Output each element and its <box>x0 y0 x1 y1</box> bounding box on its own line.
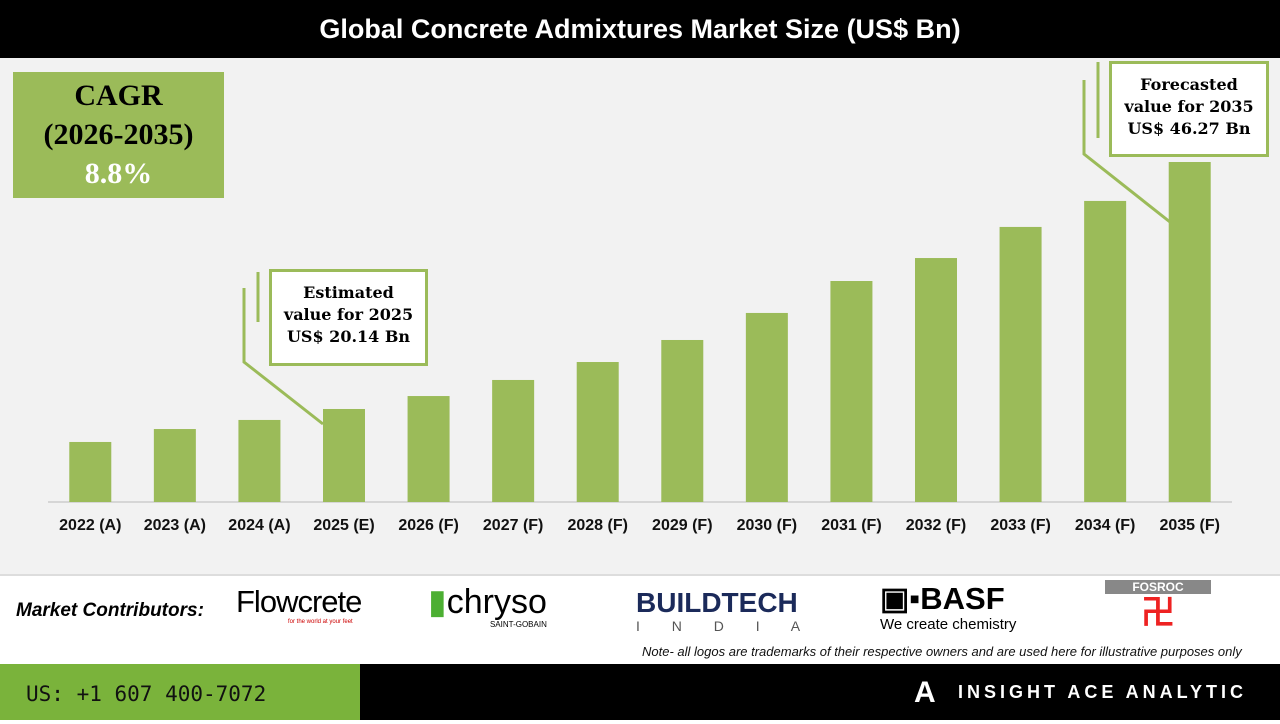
cagr-label: CAGR <box>74 79 163 112</box>
callout-leader <box>242 288 324 426</box>
cagr-value: 8.8% <box>84 157 153 190</box>
x-tick-label: 2022 (A) <box>59 517 121 534</box>
basf-logo: ▣▪BASF We create chemistry <box>880 581 1017 634</box>
x-tick-label: 2025 (E) <box>313 517 374 534</box>
callout-line: value for 2035 <box>1124 97 1254 116</box>
bar <box>915 258 957 502</box>
chart-title: Global Concrete Admixtures Market Size (… <box>0 0 1280 58</box>
x-tick-label: 2032 (F) <box>906 517 966 534</box>
insightace-logo-icon: A <box>914 676 936 709</box>
x-tick-label: 2026 (F) <box>398 517 458 534</box>
bar <box>745 312 788 502</box>
bar <box>492 379 535 502</box>
cagr-box: CAGR (2026-2035) 8.8% <box>13 72 224 198</box>
x-tick-label: 2027 (F) <box>483 517 543 534</box>
x-tick-label: 2033 (F) <box>990 517 1050 534</box>
bar <box>999 226 1042 503</box>
bar <box>153 429 196 502</box>
x-tick-label: 2034 (F) <box>1075 517 1135 534</box>
callout-leader <box>1082 80 1171 224</box>
x-tick-label: 2029 (F) <box>652 517 712 534</box>
x-tick-label: 2030 (F) <box>737 517 797 534</box>
x-tick-label: 2031 (F) <box>821 517 881 534</box>
estimated-callout: Estimated value for 2025 US$ 20.14 Bn <box>269 269 428 366</box>
callout-line: US$ 20.14 Bn <box>286 327 411 346</box>
bar <box>830 281 873 502</box>
buildtech-logo: BUILDTECH I N D I A <box>636 587 815 635</box>
bar <box>1084 200 1127 503</box>
brand-name: INSIGHT ACE ANALYTIC <box>958 682 1248 702</box>
x-tick-label: 2035 (F) <box>1159 517 1219 534</box>
callout-line: Estimated <box>303 283 394 302</box>
x-tick-label: 2024 (A) <box>228 517 290 534</box>
cagr-period: (2026-2035) <box>43 118 194 151</box>
bar <box>1168 162 1211 502</box>
bar <box>323 408 365 502</box>
chryso-logo: ▮chryso SAINT-GOBAIN <box>428 583 547 629</box>
trademark-note: Note- all logos are trademarks of their … <box>642 644 1242 659</box>
x-tick-label: 2023 (A) <box>144 517 206 534</box>
bar <box>407 396 450 502</box>
bar <box>661 339 704 502</box>
bar-chart: 2022 (A) 2023 (A) 2024 (A) 2025 (E) 2026 (F)… <box>48 62 1232 534</box>
bar <box>576 362 619 502</box>
contributors-label: Market Contributors: <box>16 600 204 621</box>
x-tick-label: 2028 (F) <box>567 517 627 534</box>
bar <box>238 419 281 502</box>
forecasted-callout: Forecasted value for 2035 US$ 46.27 Bn <box>1109 61 1269 157</box>
phone-number: US: +1 607 400-7072 <box>0 664 360 720</box>
fosroc-logo: FOSROC 卍 <box>1105 580 1211 634</box>
callout-line: value for 2025 <box>283 305 414 324</box>
callout-line: US$ 46.27 Bn <box>1127 119 1251 138</box>
footer-bar <box>360 664 1280 720</box>
callout-line: Forecasted <box>1140 75 1238 94</box>
flowcrete-logo: Flowcrete for the world at your feet <box>236 584 362 626</box>
bar <box>69 441 112 502</box>
